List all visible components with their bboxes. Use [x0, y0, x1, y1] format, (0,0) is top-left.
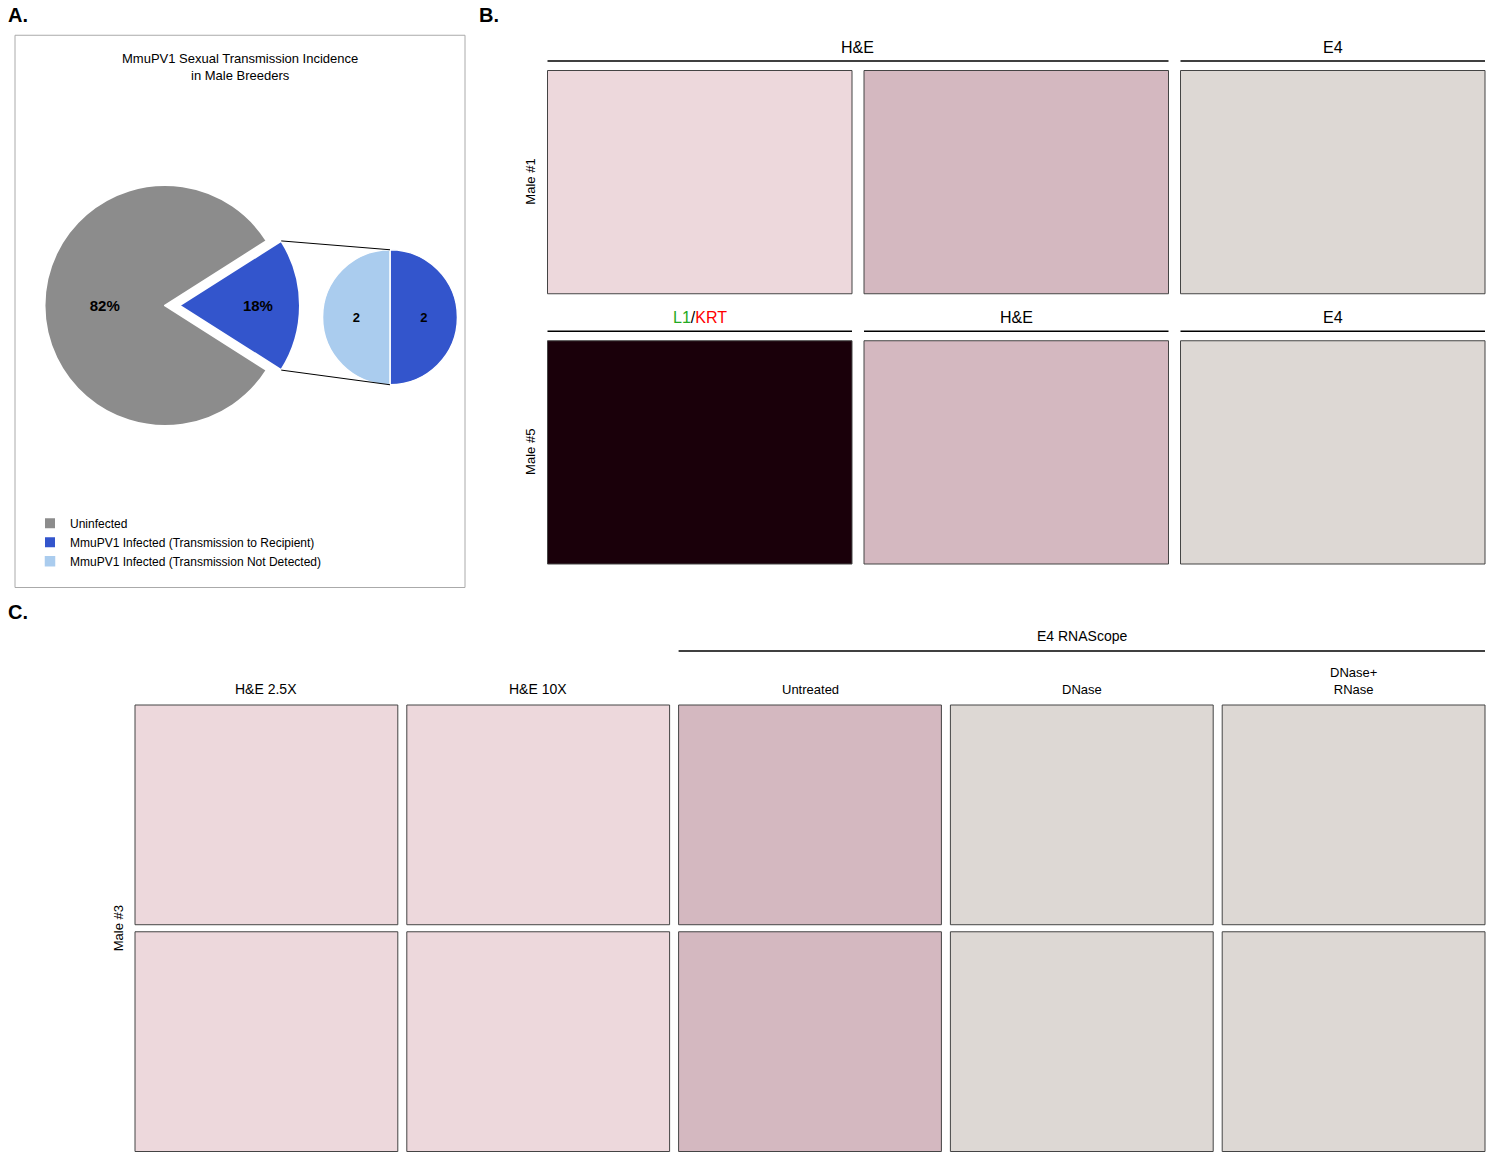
svg-text:H&E 2.5X: H&E 2.5X: [235, 681, 297, 697]
svg-text:B.: B.: [479, 4, 499, 26]
svg-text:Male #1: Male #1: [523, 158, 538, 204]
svg-text:Male #5: Male #5: [523, 429, 538, 475]
svg-text:MmuPV1 Infected (Transmission: MmuPV1 Infected (Transmission Not Detect…: [70, 555, 321, 569]
svg-text:Uninfected: Uninfected: [70, 517, 127, 531]
svg-text:18%: 18%: [243, 297, 273, 314]
svg-text:A.: A.: [8, 4, 28, 26]
svg-text:E4: E4: [1323, 39, 1343, 56]
svg-text:C.: C.: [8, 601, 28, 623]
svg-text:2: 2: [353, 310, 360, 325]
svg-text:E4 RNAScope: E4 RNAScope: [1037, 628, 1127, 644]
svg-text:L1/KRT: L1/KRT: [673, 309, 727, 326]
svg-text:MmuPV1 Sexual Transmission Inc: MmuPV1 Sexual Transmission Incidencein M…: [122, 51, 358, 83]
svg-text:H&E: H&E: [1000, 309, 1033, 326]
svg-text:MmuPV1 Infected (Transmission: MmuPV1 Infected (Transmission to Recipie…: [70, 536, 314, 550]
svg-text:Untreated: Untreated: [782, 682, 839, 697]
svg-text:E4: E4: [1323, 309, 1343, 326]
svg-text:2: 2: [420, 310, 427, 325]
svg-text:H&E 10X: H&E 10X: [509, 681, 567, 697]
svg-text:DNase+RNase: DNase+RNase: [1330, 665, 1377, 697]
svg-text:H&E: H&E: [841, 39, 874, 56]
svg-text:Male #3: Male #3: [111, 905, 126, 951]
svg-text:82%: 82%: [90, 297, 120, 314]
svg-text:DNase: DNase: [1062, 682, 1102, 697]
